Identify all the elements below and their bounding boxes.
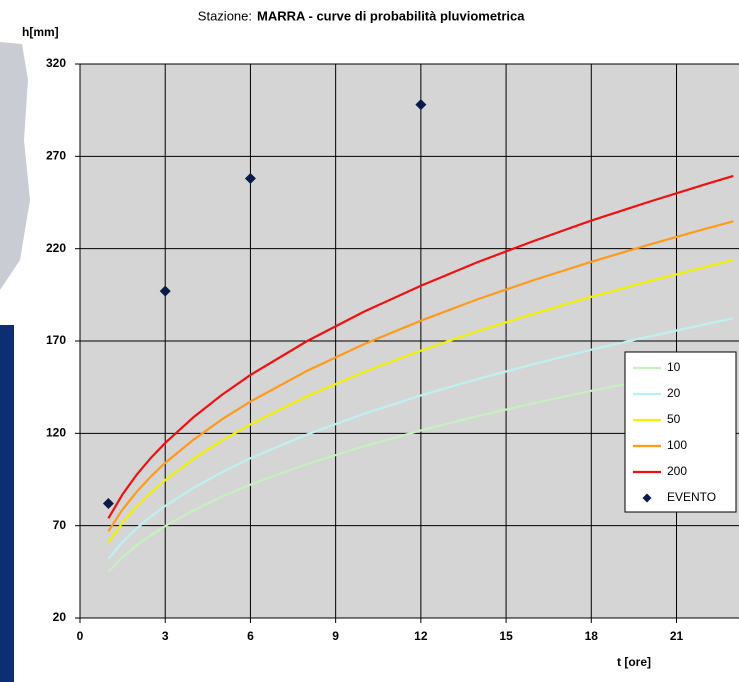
x-axis-label: t [ore] — [617, 655, 651, 669]
x-tick-label: 9 — [332, 629, 339, 643]
event-point — [102, 498, 114, 510]
legend-label: EVENTO — [667, 490, 716, 504]
y-tick-label: 120 — [46, 426, 66, 440]
x-tick-label: 0 — [77, 629, 84, 643]
series-line — [107, 174, 734, 519]
chart-title: MARRA - curve di probabilità pluviometri… — [257, 8, 525, 23]
y-axis-label: h[mm] — [22, 25, 59, 39]
y-tick-label: 270 — [46, 149, 66, 163]
legend-box — [624, 351, 737, 513]
x-tick-label: 3 — [162, 629, 169, 643]
legend-label: 20 — [667, 386, 681, 400]
legend-label: 200 — [667, 464, 687, 478]
x-tick-label: 21 — [670, 629, 684, 643]
y-tick-label: 220 — [46, 241, 66, 255]
y-tick-label: 320 — [46, 56, 66, 70]
series-line — [107, 317, 734, 560]
legend-label: 100 — [667, 438, 687, 452]
x-tick-label: 6 — [247, 629, 254, 643]
legend-label: 10 — [667, 360, 681, 374]
event-point — [415, 99, 427, 111]
series-line — [107, 220, 734, 532]
event-point — [244, 172, 256, 184]
x-tick-label: 18 — [585, 629, 599, 643]
x-tick-label: 12 — [414, 629, 428, 643]
legend-label: 50 — [667, 412, 681, 426]
legend-marker — [642, 493, 652, 503]
series-line — [107, 362, 734, 573]
y-tick-label: 70 — [53, 518, 67, 532]
y-tick-label: 170 — [46, 333, 66, 347]
chart-title-label: Stazione: — [198, 8, 252, 23]
event-point — [159, 285, 171, 297]
background-map — [0, 42, 30, 290]
series-line — [107, 259, 734, 543]
y-tick-label: 20 — [53, 610, 67, 624]
x-tick-label: 15 — [499, 629, 513, 643]
background-panel — [0, 325, 14, 682]
